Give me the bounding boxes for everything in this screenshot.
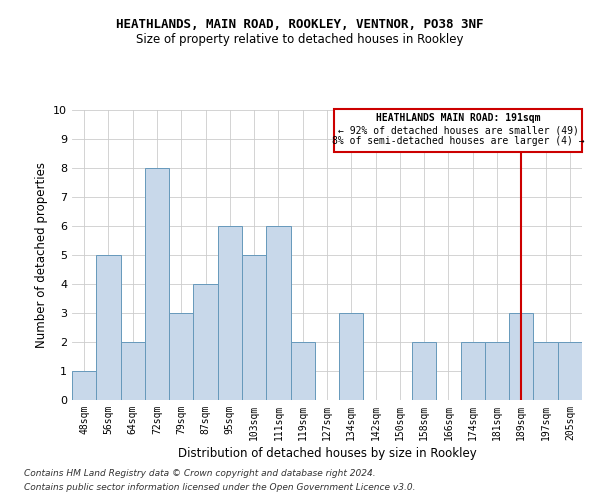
Text: Size of property relative to detached houses in Rookley: Size of property relative to detached ho… xyxy=(136,32,464,46)
Bar xyxy=(121,342,145,400)
Bar xyxy=(485,342,509,400)
Bar xyxy=(509,313,533,400)
Bar xyxy=(412,342,436,400)
Bar xyxy=(290,342,315,400)
Bar xyxy=(169,313,193,400)
Bar xyxy=(266,226,290,400)
FancyBboxPatch shape xyxy=(334,110,582,152)
Text: Contains HM Land Registry data © Crown copyright and database right 2024.: Contains HM Land Registry data © Crown c… xyxy=(24,468,376,477)
Bar xyxy=(461,342,485,400)
Bar xyxy=(145,168,169,400)
Bar xyxy=(533,342,558,400)
Y-axis label: Number of detached properties: Number of detached properties xyxy=(35,162,47,348)
Bar xyxy=(96,255,121,400)
Bar xyxy=(558,342,582,400)
Bar xyxy=(72,371,96,400)
Text: HEATHLANDS MAIN ROAD: 191sqm: HEATHLANDS MAIN ROAD: 191sqm xyxy=(376,114,541,124)
Bar xyxy=(339,313,364,400)
Text: HEATHLANDS, MAIN ROAD, ROOKLEY, VENTNOR, PO38 3NF: HEATHLANDS, MAIN ROAD, ROOKLEY, VENTNOR,… xyxy=(116,18,484,30)
Bar xyxy=(242,255,266,400)
X-axis label: Distribution of detached houses by size in Rookley: Distribution of detached houses by size … xyxy=(178,447,476,460)
Text: Contains public sector information licensed under the Open Government Licence v3: Contains public sector information licen… xyxy=(24,484,415,492)
Bar xyxy=(218,226,242,400)
Text: 8% of semi-detached houses are larger (4) →: 8% of semi-detached houses are larger (4… xyxy=(332,136,584,146)
Bar xyxy=(193,284,218,400)
Text: ← 92% of detached houses are smaller (49): ← 92% of detached houses are smaller (49… xyxy=(338,125,578,135)
